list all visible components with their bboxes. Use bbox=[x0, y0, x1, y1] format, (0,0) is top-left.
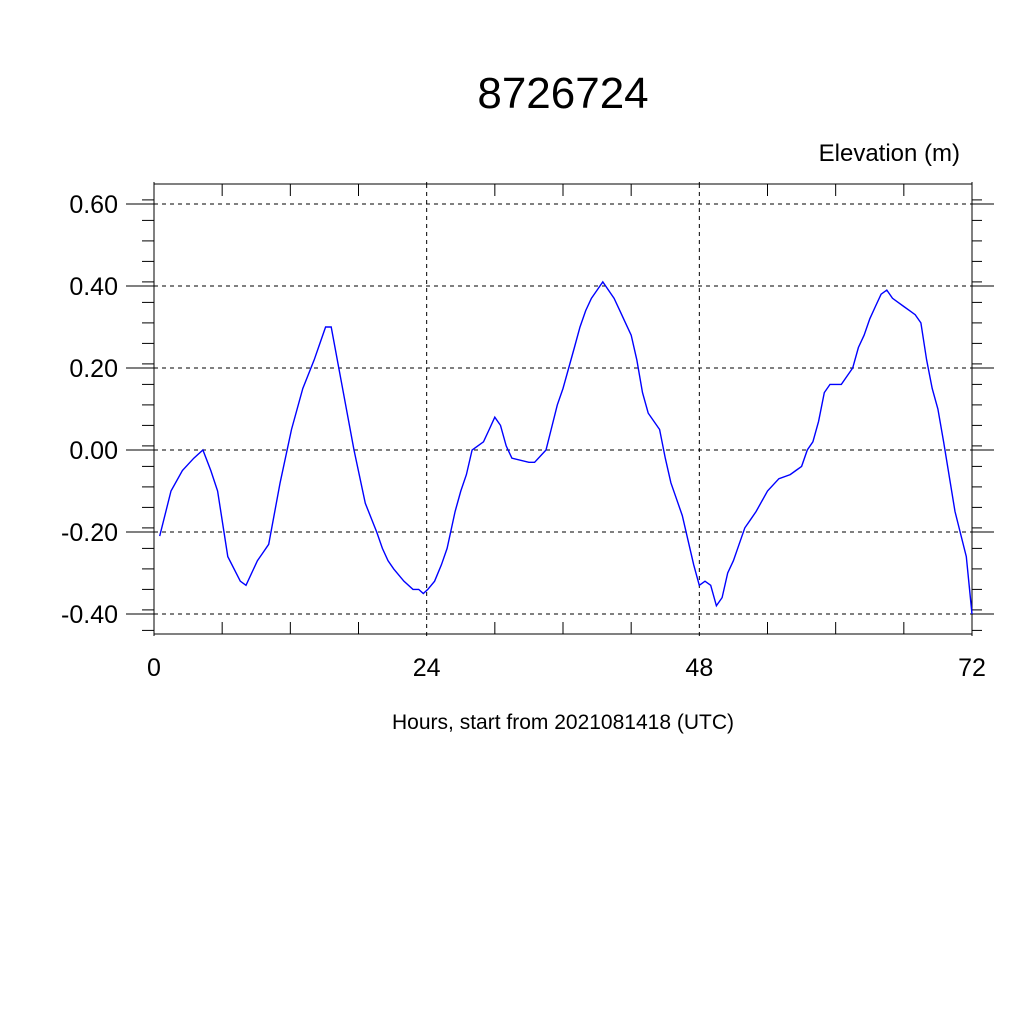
y-axis-label: Elevation (m) bbox=[819, 140, 960, 167]
x-tick-label: 0 bbox=[147, 654, 161, 682]
series-line bbox=[159, 280, 973, 615]
x-axis-label: Hours, start from 2021081418 (UTC) bbox=[392, 711, 734, 734]
plot-frame bbox=[153, 183, 973, 635]
y-tick-label: -0.40 bbox=[61, 601, 118, 629]
x-tick-label: 24 bbox=[413, 654, 441, 682]
y-tick-label: -0.20 bbox=[61, 519, 118, 547]
x-tick-label: 72 bbox=[958, 654, 986, 682]
y-tick-label: 0.20 bbox=[69, 355, 118, 383]
grid bbox=[153, 184, 973, 634]
axis-ticks bbox=[126, 182, 994, 636]
y-tick-label: 0.40 bbox=[69, 273, 118, 301]
x-tick-label: 48 bbox=[685, 654, 713, 682]
chart-title: 8726724 bbox=[477, 69, 648, 118]
y-tick-label: 0.00 bbox=[69, 437, 118, 465]
tick-labels: -0.40 -0.20 0.00 0.20 0.40 0.60 0 24 48 72 bbox=[61, 191, 986, 682]
y-tick-label: 0.60 bbox=[69, 191, 118, 219]
